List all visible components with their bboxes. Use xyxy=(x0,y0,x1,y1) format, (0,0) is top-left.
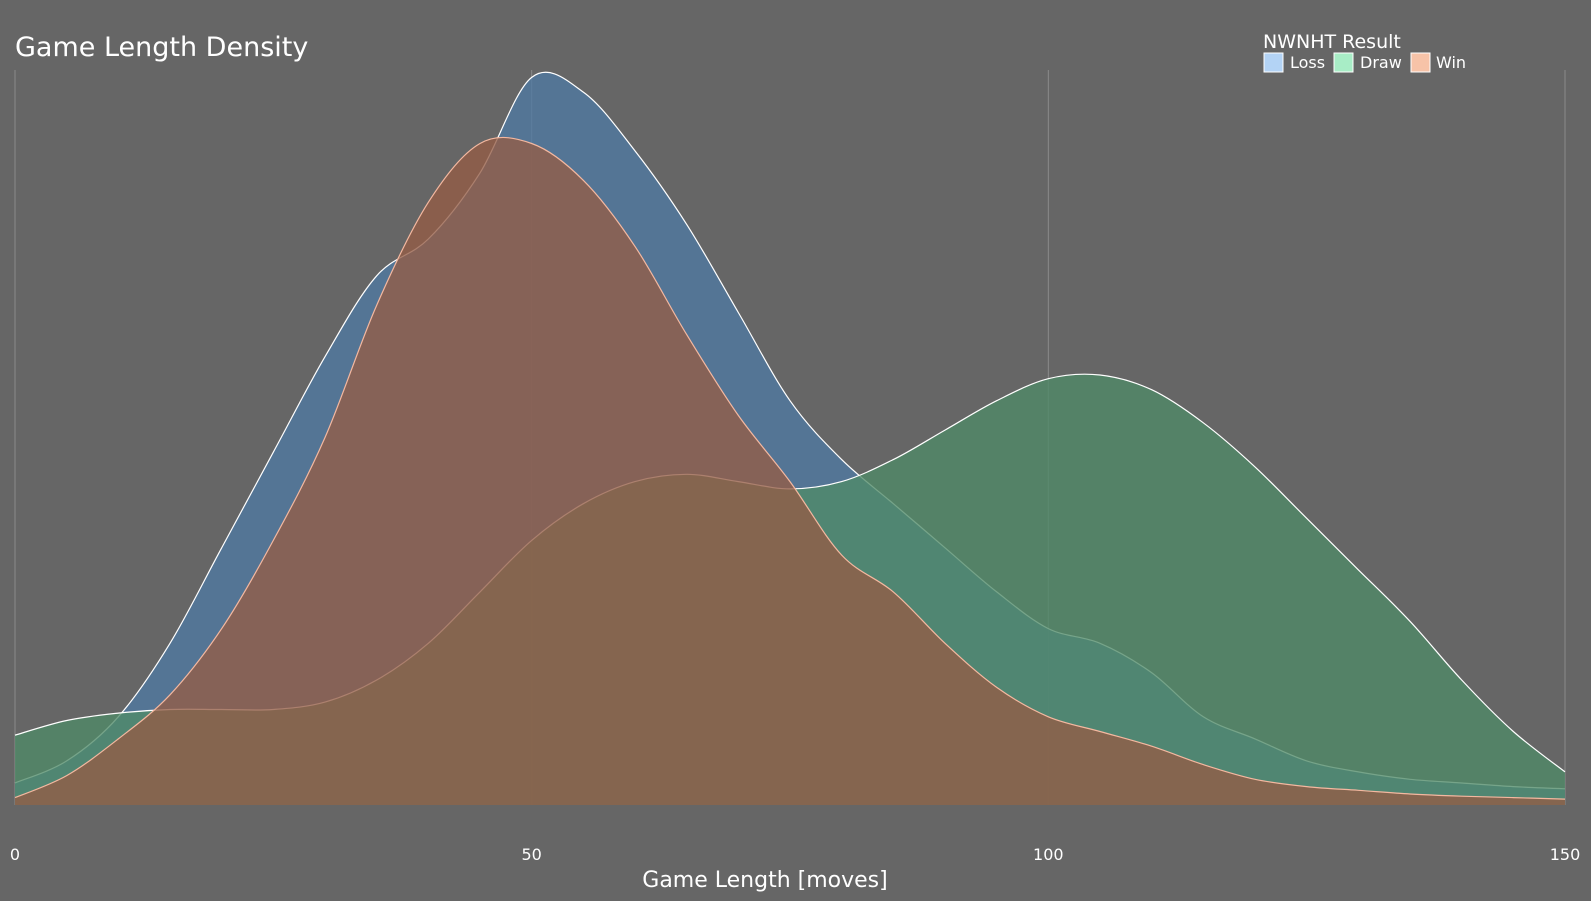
legend-label-win: Win xyxy=(1436,53,1466,72)
legend-swatch-loss xyxy=(1263,52,1284,73)
density-areas xyxy=(14,71,1566,805)
x-tick-label: 0 xyxy=(10,845,20,864)
density-line-win xyxy=(14,136,1566,800)
x-tick-label: 50 xyxy=(521,845,541,864)
legend-swatch-draw xyxy=(1333,52,1354,73)
legend: NWNHT Result Loss Draw Win xyxy=(1263,31,1466,73)
chart-title: Game Length Density xyxy=(15,32,308,63)
legend-label-draw: Draw xyxy=(1360,53,1402,72)
x-axis-label: Game Length [moves] xyxy=(642,868,887,893)
x-tick-label: 100 xyxy=(1033,845,1064,864)
x-axis-ticks: 0 50 100 150 xyxy=(10,845,1580,864)
density-area-win xyxy=(15,137,1565,805)
legend-label-loss: Loss xyxy=(1290,53,1325,72)
x-tick-label: 150 xyxy=(1550,845,1581,864)
legend-title: NWNHT Result xyxy=(1263,31,1401,53)
legend-swatch-win xyxy=(1410,52,1431,73)
